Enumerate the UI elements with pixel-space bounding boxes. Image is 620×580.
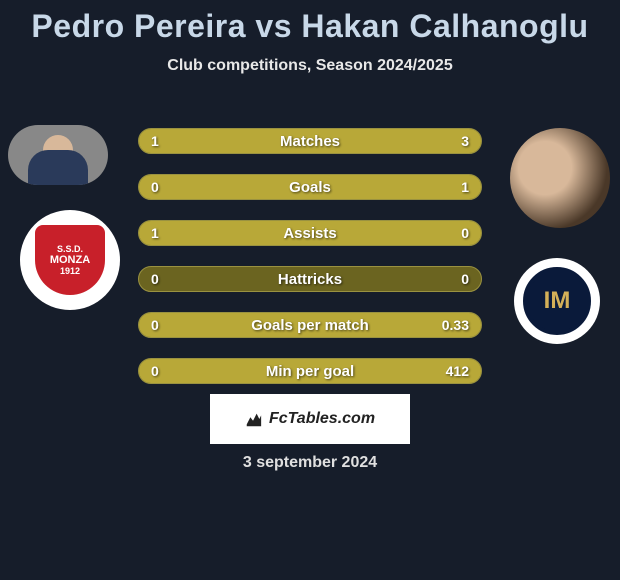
watermark-text: FcTables.com (269, 410, 375, 428)
stat-value-right: 0.33 (442, 313, 469, 337)
watermark: FcTables.com (210, 394, 410, 444)
stat-bar: 0Goals per match0.33 (138, 312, 482, 338)
inter-crest: IM (523, 267, 591, 335)
club-left-logo: S.S.D. MONZA 1912 (20, 210, 120, 310)
stat-label: Goals per match (139, 313, 481, 337)
stat-value-right: 0 (461, 221, 469, 245)
subtitle: Club competitions, Season 2024/2025 (0, 57, 620, 75)
avatar-body (28, 150, 88, 185)
player-left-avatar (8, 125, 108, 185)
monza-crest: S.S.D. MONZA 1912 (35, 225, 105, 295)
player-right-avatar (510, 128, 610, 228)
stat-label: Goals (139, 175, 481, 199)
stat-bar: 0Min per goal412 (138, 358, 482, 384)
stat-bar: 1Assists0 (138, 220, 482, 246)
date-label: 3 september 2024 (0, 454, 620, 472)
stat-value-right: 0 (461, 267, 469, 291)
crest-initials: IM (544, 287, 571, 315)
crest-text-top: S.S.D. (57, 244, 83, 254)
stat-value-right: 412 (446, 359, 469, 383)
crest-text-bottom: 1912 (60, 266, 80, 276)
stat-bar: 1Matches3 (138, 128, 482, 154)
stats-bars: 1Matches30Goals11Assists00Hattricks00Goa… (138, 128, 482, 404)
page-title: Pedro Pereira vs Hakan Calhanoglu (0, 0, 620, 45)
crest-text-mid: MONZA (50, 254, 90, 266)
stat-label: Assists (139, 221, 481, 245)
stat-bar: 0Goals1 (138, 174, 482, 200)
stat-value-right: 3 (461, 129, 469, 153)
stat-label: Matches (139, 129, 481, 153)
club-right-logo: IM (514, 258, 600, 344)
stat-value-right: 1 (461, 175, 469, 199)
stat-bar: 0Hattricks0 (138, 266, 482, 292)
stat-label: Min per goal (139, 359, 481, 383)
stat-label: Hattricks (139, 267, 481, 291)
